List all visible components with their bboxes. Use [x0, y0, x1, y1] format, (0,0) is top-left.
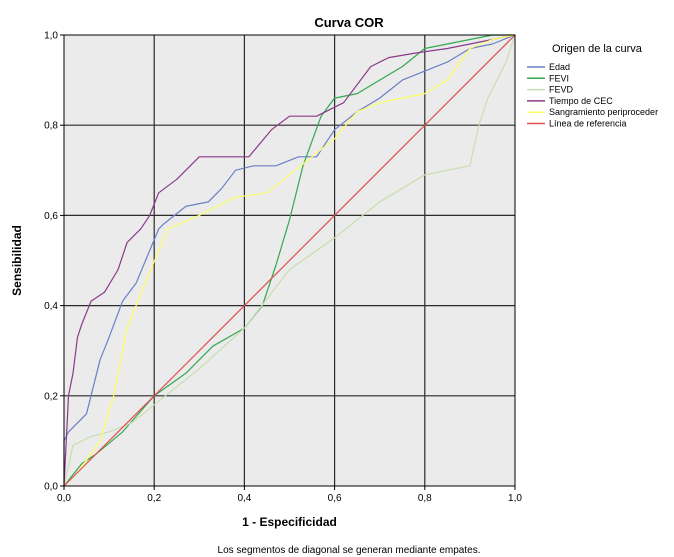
y-axis-title: Sensibilidad: [10, 225, 24, 296]
x-tick-label: 0,6: [328, 493, 342, 504]
legend-label: Tiempo de CEC: [549, 96, 613, 106]
y-tick-label: 1,0: [44, 31, 58, 42]
y-tick-label: 0,6: [44, 211, 58, 222]
y-tick-label: 0,4: [44, 301, 58, 312]
x-tick-label: 0,0: [57, 493, 71, 504]
y-tick-label: 0,0: [44, 482, 58, 493]
x-axis-title: 1 - Especificidad: [242, 515, 337, 529]
series-line-tiempo-de-cec: [63, 34, 516, 487]
x-tick-label: 0,2: [147, 493, 161, 504]
series-line-sangramiento-periproceder: [63, 34, 516, 487]
x-axis-ticks: 0,0 0,2 0,4 0,6 0,8 1,0: [57, 486, 522, 504]
legend-label: FEVD: [549, 85, 574, 95]
x-tick-label: 0,4: [237, 493, 251, 504]
x-tick-label: 1,0: [508, 493, 522, 504]
series-line-linea-de-referencia: [63, 34, 516, 487]
legend-label: Línea de referencia: [549, 119, 627, 129]
legend-label: FEVI: [549, 73, 569, 83]
footnote: Los segmentos de diagonal se generan med…: [218, 545, 481, 556]
series-lines: [63, 34, 516, 487]
y-tick-label: 0,8: [44, 121, 58, 132]
series-line-edad: [63, 34, 516, 486]
chart-title: Curva COR: [314, 15, 384, 30]
legend-label: Edad: [549, 62, 570, 72]
series-line-fevi: [63, 34, 515, 487]
legend-label: Sangramiento periproceder: [549, 107, 658, 117]
y-tick-label: 0,2: [44, 391, 58, 402]
y-axis-ticks: 0,0 0,2 0,4 0,6 0,8 1,0: [44, 31, 64, 493]
grid-lines: [64, 35, 515, 486]
plot-frame: [63, 34, 516, 487]
series-line-fevd: [63, 34, 516, 487]
legend-title: Origen de la curva: [552, 43, 643, 55]
x-tick-label: 0,8: [418, 493, 432, 504]
